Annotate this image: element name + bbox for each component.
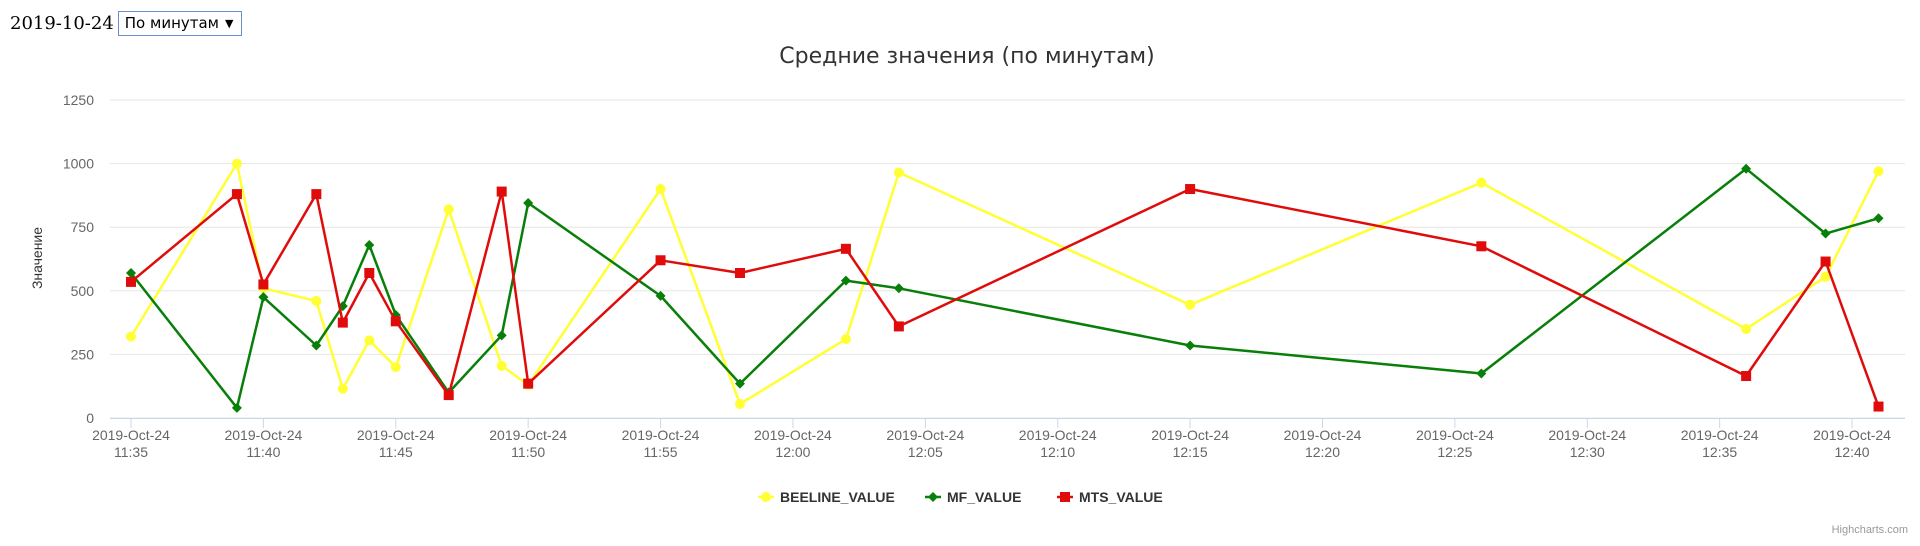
- gridlines: [110, 99, 1905, 419]
- data-point-beeline-value: [443, 204, 454, 215]
- data-point-beeline-value: [311, 295, 322, 306]
- chevron-down-icon: ▼: [225, 16, 234, 30]
- data-point-mts-value: [496, 186, 507, 197]
- toolbar: 2019-10-24 По минутам ▼: [10, 10, 243, 36]
- data-point-mts-value: [893, 321, 904, 332]
- series-line-mf-value: [130, 167, 1879, 410]
- data-point-mf-value: [734, 378, 745, 389]
- data-point-beeline-value: [1873, 166, 1884, 177]
- data-point-mts-value: [390, 316, 401, 327]
- series-beeline-value: [126, 158, 1884, 410]
- data-point-mts-value: [1741, 371, 1752, 382]
- data-point-mts-value: [364, 267, 375, 278]
- data-point-beeline-value: [126, 331, 136, 342]
- data-point-beeline-value: [734, 399, 745, 410]
- data-point-mts-value: [311, 189, 322, 200]
- legend-symbol-mf-value: [928, 492, 938, 502]
- data-point-mts-value: [655, 255, 666, 266]
- x-tick-label: 2019-Oct-24 12:05: [886, 427, 964, 460]
- data-point-mf-value: [840, 275, 851, 286]
- data-point-mts-value: [734, 267, 745, 278]
- data-point-beeline-value: [231, 158, 242, 169]
- legend-symbol-mts-value: [1060, 492, 1070, 502]
- data-point-mf-value: [496, 330, 507, 341]
- y-tick-label: 250: [71, 346, 95, 362]
- y-tick-label: 0: [86, 410, 94, 426]
- legend-label-beeline-value: BEELINE_VALUE: [780, 489, 895, 505]
- data-point-mts-value: [1873, 401, 1884, 412]
- data-point-mts-value: [443, 390, 454, 401]
- x-tick-label: 2019-Oct-24 11:50: [489, 427, 567, 460]
- data-point-beeline-value: [840, 334, 851, 345]
- x-tick-label: 2019-Oct-24 12:30: [1548, 427, 1626, 460]
- data-point-mf-value: [231, 402, 242, 413]
- data-point-mf-value: [893, 283, 904, 294]
- x-tick-label: 2019-Oct-24 11:40: [224, 427, 302, 460]
- data-point-beeline-value: [496, 360, 507, 371]
- legend: BEELINE_VALUE MF_VALUE MTS_VALUE: [758, 489, 1163, 505]
- x-tick-label: 2019-Oct-24 12:10: [1019, 427, 1097, 460]
- data-point-mts-value: [523, 378, 534, 389]
- data-point-mf-value: [1820, 228, 1831, 239]
- legend-symbol-beeline-value: [761, 492, 771, 502]
- x-tick-label: 2019-Oct-24 12:00: [754, 427, 832, 460]
- data-point-mts-value: [126, 276, 136, 287]
- data-point-beeline-value: [337, 383, 348, 394]
- legend-item-mts-value[interactable]: MTS_VALUE: [1057, 489, 1163, 505]
- legend-item-beeline-value[interactable]: BEELINE_VALUE: [758, 489, 895, 505]
- data-point-mf-value: [126, 267, 136, 278]
- y-axis-label: Значение: [29, 227, 45, 289]
- x-tick-label: 2019-Oct-24 12:35: [1681, 427, 1759, 460]
- x-axis: 2019-Oct-24 11:35 2019-Oct-24 11:40 2019-Oct…: [92, 418, 1905, 460]
- data-point-mf-value: [1873, 213, 1884, 224]
- legend-item-mf-value[interactable]: MF_VALUE: [925, 489, 1021, 505]
- data-point-mf-value: [258, 292, 269, 303]
- data-point-mts-value: [258, 279, 269, 290]
- data-point-mts-value: [1820, 256, 1831, 267]
- x-tick-label: 2019-Oct-24 11:45: [357, 427, 435, 460]
- data-point-beeline-value: [1476, 177, 1487, 188]
- data-point-beeline-value: [893, 167, 904, 178]
- data-point-beeline-value: [1185, 299, 1196, 310]
- credits-link[interactable]: Highcharts.com: [1832, 524, 1908, 536]
- period-select-value: По минутам: [124, 14, 219, 32]
- x-tick-label: 2019-Oct-24 12:25: [1416, 427, 1494, 460]
- series-mf-value: [126, 163, 1884, 413]
- data-point-mts-value: [1185, 184, 1196, 195]
- x-tick-label: 2019-Oct-24 11:35: [92, 427, 170, 460]
- data-point-mts-value: [1476, 241, 1487, 252]
- data-point-mts-value: [231, 189, 242, 200]
- y-tick-label: 750: [71, 219, 95, 235]
- data-point-mts-value: [840, 243, 851, 254]
- y-axis-ticks: 0 250 500 750 1000 1250: [63, 92, 94, 426]
- data-point-beeline-value: [364, 335, 375, 346]
- data-point-mf-value: [311, 340, 322, 351]
- legend-label-mts-value: MTS_VALUE: [1079, 489, 1163, 505]
- x-tick-label: 2019-Oct-24 12:40: [1813, 427, 1891, 460]
- date-label: 2019-10-24: [10, 12, 114, 34]
- data-point-beeline-value: [1741, 323, 1752, 334]
- legend-label-mf-value: MF_VALUE: [947, 489, 1021, 505]
- series-group: [126, 158, 1884, 413]
- y-tick-label: 500: [71, 283, 95, 299]
- data-point-mts-value: [337, 317, 348, 328]
- y-tick-label: 1000: [63, 156, 94, 172]
- data-point-mf-value: [523, 198, 534, 209]
- data-point-mf-value: [1741, 163, 1752, 174]
- y-tick-label: 1250: [63, 92, 94, 108]
- series-mts-value: [126, 184, 1884, 412]
- period-select[interactable]: По минутам ▼: [117, 10, 243, 36]
- x-tick-label: 2019-Oct-24 12:20: [1284, 427, 1362, 460]
- x-tick-label: 2019-Oct-24 12:15: [1151, 427, 1229, 460]
- data-point-mf-value: [1185, 340, 1196, 351]
- data-point-mf-value: [1476, 368, 1487, 379]
- data-point-mf-value: [655, 290, 666, 301]
- data-point-mf-value: [364, 240, 375, 251]
- data-point-beeline-value: [1820, 271, 1831, 282]
- x-tick-label: 2019-Oct-24 11:55: [622, 427, 700, 460]
- chart-title: Средние значения (по минутам): [779, 44, 1154, 69]
- data-point-beeline-value: [390, 362, 401, 373]
- data-point-beeline-value: [655, 184, 666, 195]
